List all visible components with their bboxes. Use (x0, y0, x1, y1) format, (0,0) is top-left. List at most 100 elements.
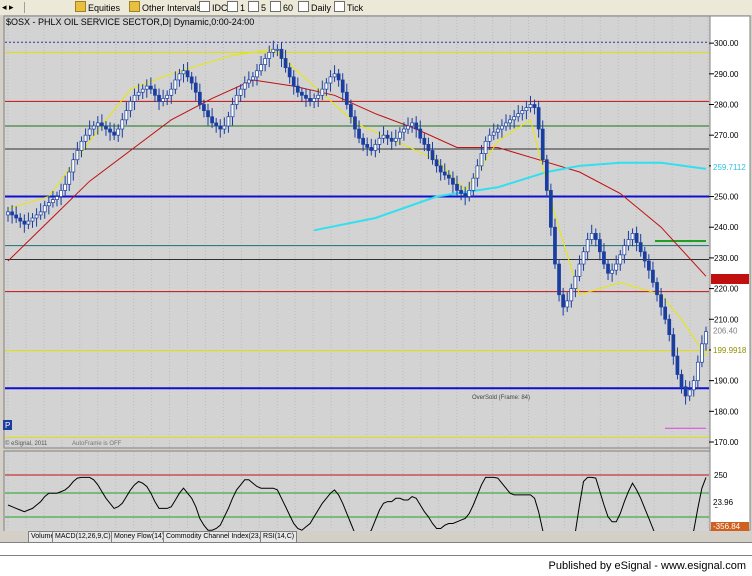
price-bar-body (634, 233, 639, 243)
price-bar-body (573, 275, 578, 289)
folder-icon (75, 1, 86, 12)
time-scrollbar[interactable] (0, 542, 752, 555)
price-bar-body (373, 144, 378, 151)
moving-average-line (7, 79, 707, 277)
published-note: Published by eSignal - www.esignal.com (548, 560, 747, 572)
cci-tick-label: 250 (714, 471, 728, 480)
value-label: 223.1304 (713, 275, 747, 284)
price-bar-body (455, 183, 459, 191)
price-bar-body (185, 70, 190, 78)
interval-5-button[interactable]: 5 (248, 1, 266, 13)
price-bar-body (14, 214, 19, 219)
y-tick-label: 240.00 (714, 223, 739, 232)
price-bar-body (691, 380, 696, 391)
price-bar-body (377, 137, 382, 145)
price-bar-body (557, 263, 561, 296)
page-icon (298, 1, 309, 12)
price-bar-body (340, 79, 345, 93)
price-bar-body (157, 94, 161, 102)
price-bar-body (426, 144, 431, 151)
price-bar-body (116, 128, 121, 136)
price-bar-body (79, 140, 84, 151)
price-bar-body (279, 48, 284, 59)
price-bar-body (393, 137, 398, 142)
price-bar-body (516, 113, 521, 118)
price-bar-body (75, 150, 80, 161)
price-bar-body (287, 67, 292, 78)
price-bar-body (26, 220, 31, 225)
price-bar-body (230, 104, 235, 118)
price-bar-body (704, 331, 708, 345)
y-tick-label: 250.00 (714, 193, 739, 202)
indicator-tabs: Volume MACD(12,26,9,C) Money Flow(14) Commo… (0, 531, 752, 543)
price-bar-body (361, 137, 365, 145)
moving-average-line (7, 48, 707, 357)
price-pane (3, 15, 711, 449)
price-bar-body (549, 190, 553, 228)
price-bar-body (344, 91, 349, 105)
price-bar-body (446, 174, 451, 179)
price-bar-body (540, 128, 545, 161)
price-bar-body (161, 98, 165, 102)
value-label-box (711, 325, 749, 336)
interval-60-button[interactable]: 60 (270, 1, 293, 13)
page-icon (227, 1, 238, 12)
price-bar-body (312, 98, 316, 102)
p-marker: P (5, 421, 10, 430)
price-bar-body (38, 211, 43, 216)
price-bar-body (51, 199, 55, 204)
price-bar-body (226, 116, 231, 127)
price-bar-body (55, 196, 59, 200)
equities-button[interactable]: Equities (75, 1, 120, 13)
interval-1-button[interactable]: 1 (227, 1, 245, 13)
toolbar: ◂ ▸ Equities Other Intervals IDC 1 5 60 … (0, 0, 752, 16)
price-bar-body (463, 193, 468, 197)
price-bar-body (663, 306, 668, 320)
daily-button[interactable]: Daily (298, 1, 331, 13)
price-bar-body (332, 73, 337, 78)
nav-back-icon[interactable]: ◂ ▸ (2, 2, 14, 12)
price-bar-body (618, 254, 623, 265)
price-bar-body (561, 294, 565, 308)
price-bar-body (410, 122, 414, 127)
price-bar-body (295, 85, 300, 93)
price-bar-body (275, 48, 280, 51)
price-bar-body (406, 125, 410, 130)
price-bar-body (528, 104, 533, 108)
esignal-watermark: © eSignal, 2011 (5, 440, 48, 447)
price-bar-body (283, 58, 288, 69)
price-bar-body (398, 131, 402, 139)
price-bar-body (467, 190, 472, 197)
price-bar-body (491, 131, 496, 136)
footer-bar: Published by eSignal - www.esignal.com (0, 555, 752, 576)
price-bar-body (700, 343, 704, 363)
price-bar-body (218, 125, 223, 130)
price-bar-body (42, 205, 47, 213)
price-bar-body (438, 165, 443, 173)
price-bar-body (83, 134, 88, 142)
value-label: 206.40 (713, 326, 738, 335)
page-icon (334, 1, 345, 12)
price-bar-body (214, 122, 219, 127)
other-intervals-button[interactable]: Other Intervals (129, 1, 201, 13)
price-bar-body (451, 177, 455, 185)
price-bar-body (442, 171, 447, 176)
price-chart[interactable]: 300.00290.00280.00270.00260.00250.00240.… (0, 15, 752, 531)
tick-button[interactable]: Tick (334, 1, 363, 13)
idc-button[interactable]: IDC (199, 1, 228, 13)
price-bar-body (671, 334, 676, 357)
price-bar-body (291, 76, 296, 87)
page-icon (248, 1, 259, 12)
price-bar-body (6, 211, 10, 216)
oversold-note: OverSold (Frame: 84) (472, 395, 530, 401)
price-bar-body (610, 269, 614, 274)
price-bar-body (585, 239, 590, 253)
price-bar-body (124, 110, 129, 121)
price-bar-body (683, 386, 688, 397)
price-bar-body (655, 282, 659, 296)
price-bar-body (132, 94, 137, 102)
price-bar-body (140, 88, 145, 93)
price-bar-body (606, 263, 610, 274)
price-bar-body (120, 119, 125, 130)
price-bar-body (87, 128, 92, 136)
